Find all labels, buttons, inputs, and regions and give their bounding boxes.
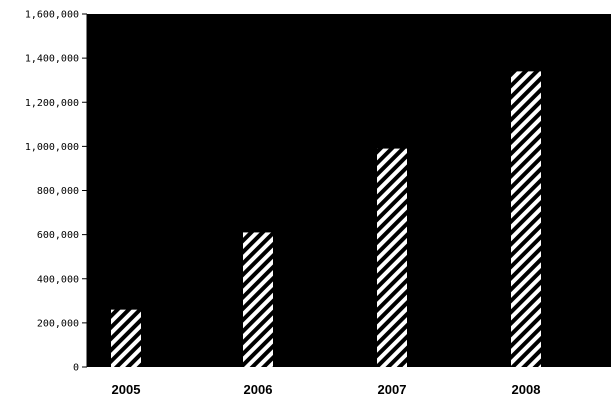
y-tick-label: 1,200,000: [25, 98, 79, 109]
y-tick-label: 800,000: [37, 186, 79, 197]
x-tick-label: 2005: [112, 382, 141, 397]
bar-2006: [243, 232, 273, 367]
y-tick-label: 0: [73, 363, 79, 374]
x-axis: 2005 2006 2007 2008: [112, 382, 541, 397]
bar-2007: [377, 148, 407, 367]
y-tick-label: 400,000: [37, 274, 79, 285]
bar-2005: [111, 309, 141, 367]
y-tick-label: 1,400,000: [25, 54, 79, 65]
y-axis: 0 200,000 400,000 600,000 800,000 1,000,000 1,…: [25, 10, 88, 374]
x-tick-label: 2006: [244, 382, 273, 397]
y-tick-label: 600,000: [37, 230, 79, 241]
y-tick-label: 200,000: [37, 318, 79, 329]
y-tick-label: 1,000,000: [25, 142, 79, 153]
bars: [111, 71, 541, 368]
x-tick-label: 2007: [378, 382, 407, 397]
x-tick-label: 2008: [512, 382, 541, 397]
y-tick-label: 1,600,000: [25, 10, 79, 21]
bar-2008: [511, 71, 541, 368]
